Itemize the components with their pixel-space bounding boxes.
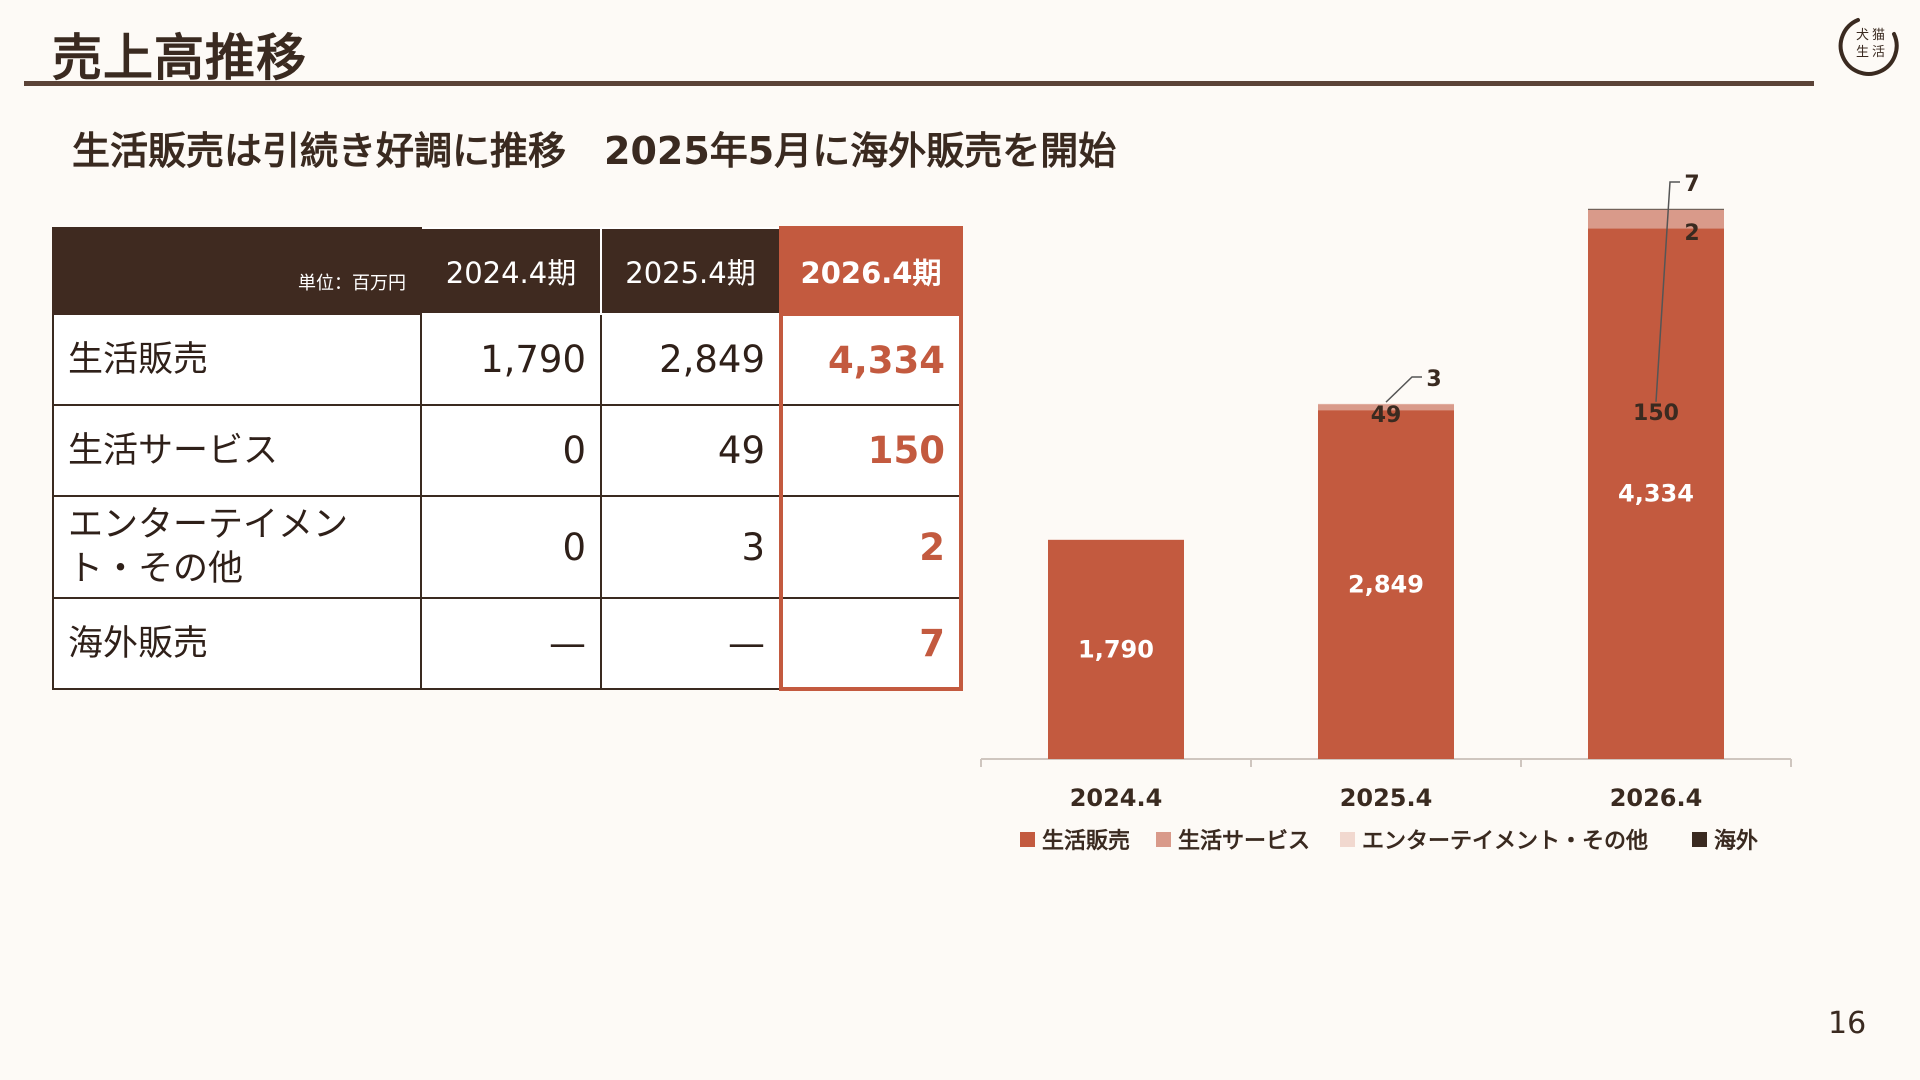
table-cell-highlight: 7 bbox=[779, 597, 963, 691]
table-header-row: 単位：百万円 2024.4期 2025.4期 2026.4期 bbox=[52, 226, 963, 316]
table-cell: — bbox=[420, 597, 602, 690]
table-cell: 49 bbox=[600, 404, 782, 497]
data-label: 1,790 bbox=[1078, 635, 1154, 663]
table-row: 海外販売 — — 7 bbox=[52, 597, 963, 691]
callout-label: 2 bbox=[1684, 221, 1699, 246]
table-row: 生活販売 1,790 2,849 4,334 bbox=[52, 313, 963, 406]
logo-ring-icon bbox=[1838, 18, 1899, 76]
row-label: エンターテイメント・その他 bbox=[52, 495, 422, 599]
table-cell-highlight: 4,334 bbox=[779, 313, 963, 406]
column-header: 2024.4期 bbox=[420, 227, 602, 315]
callout-label: 3 bbox=[1426, 367, 1441, 392]
table-cell-highlight: 150 bbox=[779, 404, 963, 497]
table-cell: 3 bbox=[600, 495, 782, 599]
bar-segment bbox=[1318, 404, 1454, 411]
page-title: 売上高推移 bbox=[52, 29, 307, 87]
table-row: 生活サービス 0 49 150 bbox=[52, 404, 963, 497]
row-label: 生活販売 bbox=[52, 313, 422, 406]
bar-segment bbox=[1318, 410, 1454, 759]
x-tick-label: 2026.4 bbox=[1610, 784, 1703, 812]
legend-swatch bbox=[1692, 832, 1707, 847]
data-label: 2,849 bbox=[1348, 571, 1424, 599]
legend-label: エンターテイメント・その他 bbox=[1362, 829, 1648, 854]
legend-swatch bbox=[1340, 832, 1355, 847]
table-cell: — bbox=[600, 597, 782, 690]
title-divider bbox=[24, 81, 1814, 86]
bar-segment bbox=[1588, 208, 1724, 210]
bar-segment bbox=[1048, 539, 1184, 759]
callout-label: 150 bbox=[1633, 401, 1679, 426]
logo-text: 犬猫生活 bbox=[1856, 28, 1889, 60]
company-logo: 犬猫生活 bbox=[1838, 12, 1904, 78]
row-label: 海外販売 bbox=[52, 597, 422, 690]
table-cell: 2,849 bbox=[600, 313, 782, 406]
column-header: 2025.4期 bbox=[600, 227, 782, 315]
callout-label: 7 bbox=[1684, 172, 1699, 197]
page-number: 16 bbox=[1828, 1006, 1867, 1041]
bar-segment bbox=[1588, 209, 1724, 229]
table-cell: 0 bbox=[420, 495, 602, 599]
bar-segment bbox=[1588, 228, 1724, 759]
legend-swatch bbox=[1156, 832, 1171, 847]
column-header-highlight: 2026.4期 bbox=[779, 226, 963, 316]
legend-label: 海外 bbox=[1714, 828, 1758, 854]
row-label: 生活サービス bbox=[52, 404, 422, 497]
unit-label: 単位：百万円 bbox=[52, 227, 422, 315]
legend-swatch bbox=[1020, 832, 1035, 847]
subtitle: 生活販売は引続き好調に推移 2025年5月に海外販売を開始 bbox=[72, 129, 1117, 173]
x-tick-label: 2025.4 bbox=[1340, 784, 1433, 812]
table-cell: 1,790 bbox=[420, 313, 602, 406]
sales-table: 単位：百万円 2024.4期 2025.4期 2026.4期 生活販売 1,79… bbox=[52, 226, 963, 691]
table-cell: 0 bbox=[420, 404, 602, 497]
callout-label: 49 bbox=[1371, 403, 1402, 428]
data-label: 4,334 bbox=[1618, 480, 1694, 508]
table-cell-highlight: 2 bbox=[779, 495, 963, 599]
callout-leader-line bbox=[1655, 181, 1680, 402]
x-tick-label: 2024.4 bbox=[1070, 784, 1163, 812]
legend-label: 生活販売 bbox=[1042, 828, 1130, 854]
table-row: エンターテイメント・その他 0 3 2 bbox=[52, 495, 963, 599]
legend-label: 生活サービス bbox=[1178, 829, 1310, 854]
callout-leader-line bbox=[1385, 376, 1422, 403]
